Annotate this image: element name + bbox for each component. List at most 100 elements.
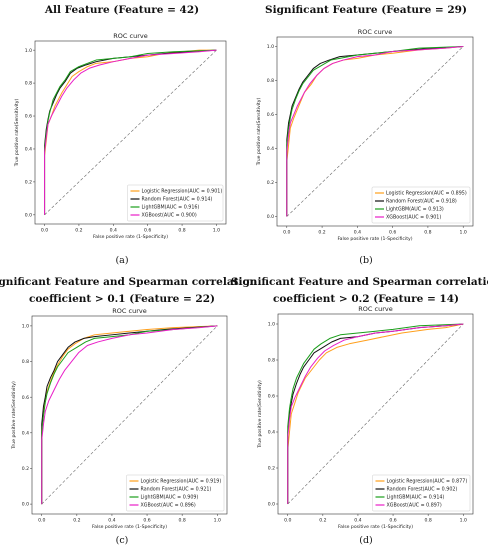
legend-entry: XGBoost(AUC = 0.900) xyxy=(142,213,197,219)
x-axis-label: False positive rate (1-Specificity) xyxy=(93,234,168,240)
y-tick-label: 0.8 xyxy=(268,358,275,364)
x-tick-label: 0.8 xyxy=(178,228,185,234)
chart-title: ROC curve xyxy=(113,32,147,40)
panel-heading: Significant Feature and Spearman correla… xyxy=(0,276,257,288)
x-tick-label: 0.8 xyxy=(178,518,185,524)
legend-entry: Random Forest(AUC = 0.914) xyxy=(142,197,213,203)
legend-entry: Logistic Regression(AUC = 0.895) xyxy=(386,191,467,197)
legend-entry: Random Forest(AUC = 0.921) xyxy=(141,487,212,493)
legend-entry: Logistic Regression(AUC = 0.901) xyxy=(142,189,223,195)
legend-entry: XGBoost(AUC = 0.896) xyxy=(141,503,196,509)
x-tick-label: 1.0 xyxy=(213,228,220,234)
x-tick-label: 0.0 xyxy=(41,228,48,234)
x-tick-label: 0.6 xyxy=(389,518,396,524)
y-tick-label: 0.0 xyxy=(268,502,275,508)
y-tick-label: 0.4 xyxy=(22,430,29,436)
roc-panel-4: Significant Feature and Spearman correla… xyxy=(231,276,488,546)
x-tick-label: 0.0 xyxy=(283,230,290,236)
legend-entry: LightGBM(AUC = 0.913) xyxy=(386,207,444,213)
series-line-xgboost xyxy=(287,323,464,504)
chart-title: ROC curve xyxy=(358,28,392,36)
x-tick-label: 0.6 xyxy=(143,518,150,524)
legend-entry: Logistic Regression(AUC = 0.877) xyxy=(387,479,468,485)
plot-frame xyxy=(31,315,228,515)
series-line-lightgbm xyxy=(287,323,464,504)
legend-entry: LightGBM(AUC = 0.914) xyxy=(387,495,445,501)
x-tick-label: 1.0 xyxy=(214,518,221,524)
panel-caption: (a) xyxy=(115,255,128,266)
y-tick-label: 1.0 xyxy=(268,322,275,328)
chart-title: ROC curve xyxy=(358,305,392,313)
y-axis-label: True positive rate(Sensitivity) xyxy=(11,381,17,450)
x-tick-label: 0.6 xyxy=(389,230,396,236)
panel-heading: coefficient > 0.1 (Feature = 22) xyxy=(29,293,215,305)
x-tick-label: 0.2 xyxy=(75,228,82,234)
y-axis-label: True positive rate(Sensitivity) xyxy=(14,99,20,168)
x-tick-label: 0.0 xyxy=(38,518,45,524)
y-axis-label: True positive rate(Sensitivity) xyxy=(256,98,262,167)
chance-line xyxy=(41,325,218,505)
chart-title: ROC curve xyxy=(112,307,146,315)
y-tick-label: 0.8 xyxy=(22,359,29,365)
y-tick-label: 0.6 xyxy=(25,114,32,120)
x-tick-label: 0.8 xyxy=(424,230,431,236)
legend-entry: XGBoost(AUC = 0.897) xyxy=(387,503,442,509)
legend-entry: LightGBM(AUC = 0.909) xyxy=(141,495,199,501)
y-tick-label: 0.6 xyxy=(22,395,29,401)
series-line-xgboost xyxy=(286,45,464,217)
legend-box xyxy=(371,186,471,224)
x-tick-label: 1.0 xyxy=(460,230,467,236)
roc-panel-1: All Feature (Feature = 42) (a) ROC curve 0.… xyxy=(14,4,227,266)
legend-box xyxy=(127,184,224,222)
x-axis-label: False positive rate (1-Specificity) xyxy=(338,524,413,530)
roc-panel-2: Significant Feature (Feature = 29) (b) ROC… xyxy=(256,4,474,266)
panel-heading: Significant Feature and Spearman correla… xyxy=(231,276,488,288)
chance-line xyxy=(286,46,464,217)
y-tick-label: 0.2 xyxy=(268,466,275,472)
y-tick-label: 1.0 xyxy=(22,324,29,330)
series-line-xgboost xyxy=(44,49,217,215)
x-tick-label: 0.2 xyxy=(73,518,80,524)
series-line-xgboost xyxy=(41,325,218,505)
x-tick-label: 0.6 xyxy=(144,228,151,234)
x-tick-label: 0.0 xyxy=(284,518,291,524)
y-tick-label: 0.0 xyxy=(25,212,32,218)
y-tick-label: 0.2 xyxy=(22,466,29,472)
x-tick-label: 0.8 xyxy=(424,518,431,524)
panel-caption: (c) xyxy=(116,535,129,546)
panel-caption: (d) xyxy=(359,535,373,546)
y-tick-label: 0.4 xyxy=(268,430,275,436)
y-tick-label: 0.4 xyxy=(267,146,274,152)
x-tick-label: 0.2 xyxy=(319,518,326,524)
panel-heading: coefficient > 0.2 (Feature = 14) xyxy=(273,293,459,305)
panel-heading: All Feature (Feature = 42) xyxy=(44,4,199,16)
legend-entry: XGBoost(AUC = 0.901) xyxy=(386,215,441,221)
plot-frame xyxy=(34,40,227,225)
x-tick-label: 0.4 xyxy=(110,228,117,234)
y-axis-label: True positive rate(Sensitivity) xyxy=(257,380,263,449)
series-line-lightgbm xyxy=(44,49,217,215)
series-line-lightgbm xyxy=(286,45,464,217)
x-tick-label: 0.4 xyxy=(354,230,361,236)
legend-entry: Random Forest(AUC = 0.918) xyxy=(386,199,457,205)
legend-box xyxy=(372,474,471,512)
roc-panel-3: Significant Feature and Spearman correla… xyxy=(0,276,257,546)
panel-heading: Significant Feature (Feature = 29) xyxy=(265,4,467,16)
legend-entry: LightGBM(AUC = 0.916) xyxy=(142,205,200,211)
plot-frame xyxy=(277,313,474,515)
legend-entry: Logistic Regression(AUC = 0.919) xyxy=(141,479,222,485)
y-tick-label: 0.2 xyxy=(267,180,274,186)
y-tick-label: 0.4 xyxy=(25,147,32,153)
chance-line xyxy=(287,323,464,505)
y-tick-label: 1.0 xyxy=(267,44,274,50)
x-tick-label: 1.0 xyxy=(460,518,467,524)
x-tick-label: 0.4 xyxy=(108,518,115,524)
series-line-logistic-regression xyxy=(287,323,464,504)
y-tick-label: 0.2 xyxy=(25,180,32,186)
plot-frame xyxy=(276,36,474,227)
y-tick-label: 0.0 xyxy=(267,214,274,220)
panel-caption: (b) xyxy=(359,255,373,266)
y-tick-label: 0.8 xyxy=(267,78,274,84)
y-tick-label: 0.0 xyxy=(22,502,29,508)
